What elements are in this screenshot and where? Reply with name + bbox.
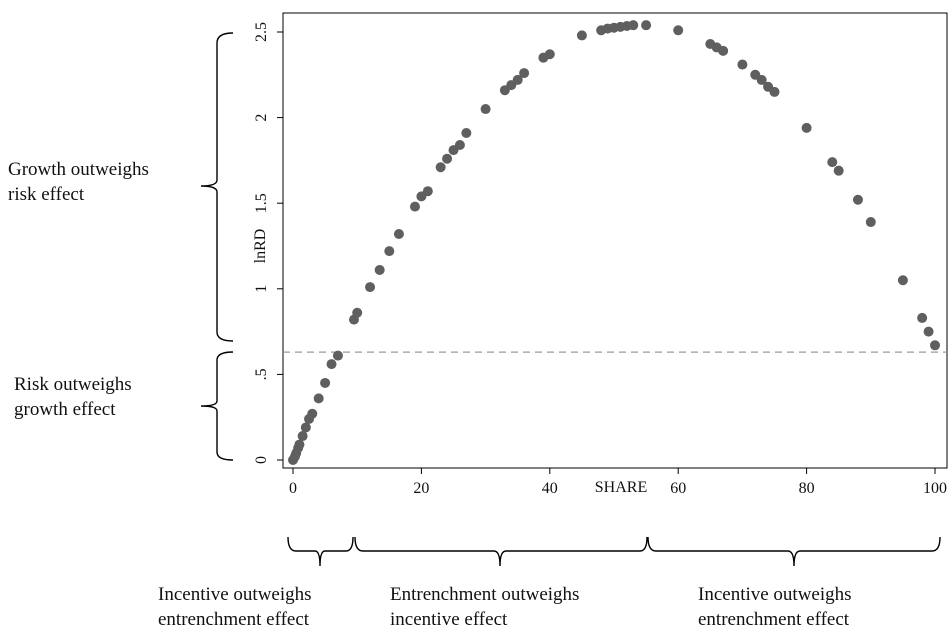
annotation-bottom-incentive-1: Incentive outweighs entrenchment effect — [158, 582, 312, 632]
brace-bottom-2 — [354, 536, 648, 567]
data-point — [628, 20, 639, 31]
data-point — [917, 312, 928, 323]
data-point — [718, 45, 729, 56]
y-tick-label: 1.5 — [253, 193, 270, 213]
data-point — [930, 340, 940, 351]
data-point — [769, 86, 780, 97]
data-point — [833, 165, 844, 176]
tick-layer: 0 20 40 60 80 100 0 .5 1 1.5 2 2.5 — [253, 22, 947, 497]
annotation-growth-outweighs: Growth outweighs risk effect — [8, 157, 149, 207]
data-point — [480, 104, 491, 115]
annotation-line: Entrenchment outweighs — [390, 584, 580, 605]
annotation-line: Risk outweighs — [14, 374, 132, 395]
brace-risk-outweighs — [200, 351, 234, 461]
data-point — [374, 264, 385, 275]
data-point — [827, 157, 838, 168]
data-point — [461, 128, 472, 139]
data-point — [326, 359, 337, 370]
x-tick-label: 0 — [289, 480, 297, 497]
data-point — [641, 20, 652, 31]
y-tick-label: 1 — [253, 285, 270, 293]
annotation-line: entrenchment effect — [158, 609, 310, 630]
x-tick-label: 20 — [413, 480, 429, 497]
x-tick-label: 40 — [542, 480, 558, 497]
brace-growth-outweighs — [200, 32, 234, 342]
data-point — [454, 139, 465, 150]
y-axis-title: lnRD — [252, 229, 269, 264]
data-point — [544, 49, 555, 60]
data-point — [865, 217, 876, 228]
data-point — [332, 350, 343, 361]
data-point — [320, 377, 331, 388]
x-tick-label: 100 — [923, 480, 947, 497]
x-tick-label: 80 — [799, 480, 815, 497]
data-point — [576, 30, 587, 41]
data-point — [737, 59, 748, 70]
data-point — [384, 246, 395, 257]
plot-area — [282, 12, 948, 469]
data-point — [409, 201, 420, 212]
data-point — [313, 393, 324, 404]
data-point — [300, 422, 311, 433]
brace-bottom-3 — [647, 536, 941, 567]
data-point — [852, 194, 863, 205]
annotation-line: Incentive outweighs — [698, 584, 852, 605]
data-point — [442, 153, 453, 164]
annotation-line: Incentive outweighs — [158, 584, 312, 605]
y-tick-label: 2.5 — [253, 22, 270, 42]
data-point — [422, 186, 433, 197]
annotation-line: Growth outweighs — [8, 159, 149, 180]
x-tick-label: 60 — [670, 480, 686, 497]
x-axis-title: SHARE — [595, 479, 647, 496]
data-point — [435, 162, 446, 173]
data-point — [512, 74, 523, 85]
data-point — [393, 229, 404, 240]
data-point — [307, 408, 318, 419]
y-tick-label: .5 — [253, 368, 270, 380]
brace-bottom-1 — [287, 536, 354, 567]
points-layer — [288, 20, 940, 465]
annotation-line: risk effect — [8, 184, 85, 205]
y-tick-label: 2 — [253, 114, 270, 122]
data-point — [923, 326, 934, 337]
data-point — [801, 122, 812, 133]
annotation-bottom-incentive-2: Incentive outweighs entrenchment effect — [698, 582, 852, 632]
annotation-bottom-entrenchment: Entrenchment outweighs incentive effect — [390, 582, 579, 632]
data-point — [673, 25, 684, 36]
data-point — [365, 282, 376, 293]
data-point — [352, 307, 363, 318]
annotation-line: incentive effect — [390, 609, 508, 630]
data-point — [756, 74, 767, 85]
data-point — [294, 439, 305, 450]
y-tick-label: 0 — [253, 456, 270, 464]
annotation-risk-outweighs: Risk outweighs growth effect — [14, 372, 132, 422]
annotation-line: growth effect — [14, 399, 116, 420]
data-point — [297, 431, 308, 442]
data-point — [897, 275, 908, 286]
annotation-line: entrenchment effect — [698, 609, 850, 630]
data-point — [519, 68, 530, 79]
